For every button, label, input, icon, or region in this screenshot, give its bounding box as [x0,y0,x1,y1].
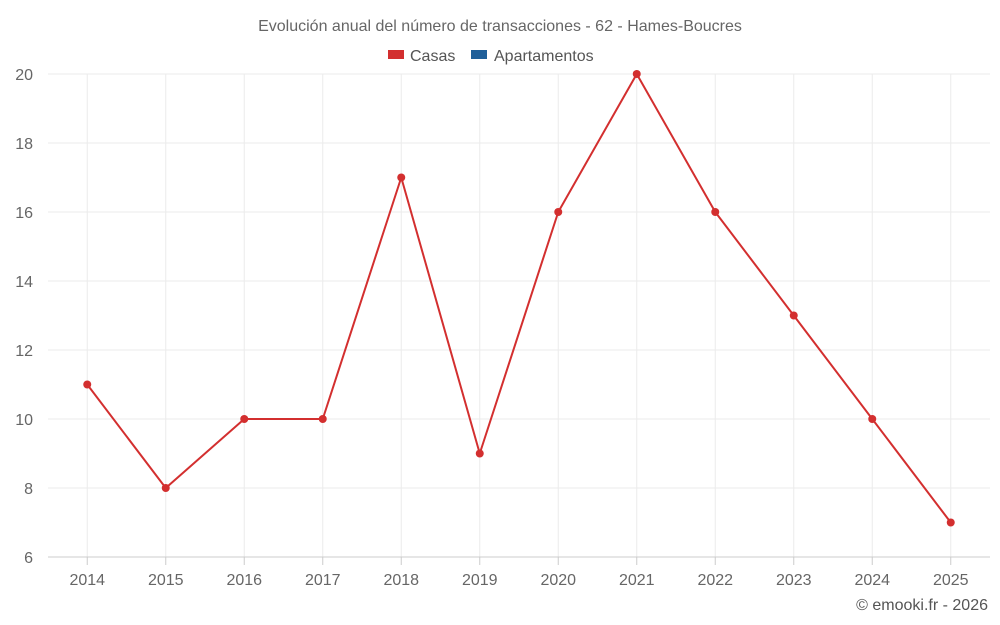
series-line-casas [86,73,952,524]
legend-swatch-casas [388,50,404,59]
data-point-casas-2015[interactable] [161,484,170,492]
y-tick-label: 6 [24,550,33,567]
y-tick-label: 8 [24,481,33,498]
series-layer [83,70,955,527]
y-axis: 6 8 10 12 14 16 18 20 [15,67,33,567]
legend[interactable]: Casas Apartamentos [388,48,594,65]
x-tick-label: 2025 [933,572,969,589]
x-tick-label: 2021 [619,572,655,589]
data-point-casas-2024[interactable] [868,415,877,423]
y-tick-label: 12 [15,343,33,360]
data-point-casas-2016[interactable] [240,415,249,423]
data-point-casas-2021[interactable] [632,70,641,78]
data-point-casas-2022[interactable] [711,208,720,216]
legend-swatch-apartamentos [471,50,487,59]
data-point-casas-2020[interactable] [554,208,563,216]
legend-label-casas: Casas [410,48,455,65]
x-tick-label: 2018 [383,572,419,589]
x-tick-label: 2015 [148,572,184,589]
y-tick-label: 14 [15,274,33,291]
x-tick-label: 2020 [540,572,576,589]
x-tick-label: 2016 [226,572,262,589]
x-axis: 2014 2015 2016 2017 2018 2019 2020 2021 2022 2023… [48,556,990,589]
y-tick-label: 20 [15,67,33,84]
data-point-casas-2017[interactable] [318,415,327,423]
data-point-casas-2018[interactable] [397,173,406,182]
data-point-casas-2019[interactable] [475,449,484,458]
x-tick-label: 2017 [305,572,341,589]
legend-item-casas[interactable]: Casas [388,48,455,65]
x-tick-label: 2014 [69,572,105,589]
x-tick-label: 2022 [697,572,733,589]
credit-text: © emooki.fr - 2026 [856,597,988,614]
y-tick-label: 16 [15,205,33,222]
x-tick-label: 2024 [854,572,890,589]
data-point-casas-2025[interactable] [946,518,955,527]
legend-label-apartamentos: Apartamentos [494,48,594,65]
data-point-casas-2014[interactable] [83,380,92,389]
y-tick-label: 10 [15,412,33,429]
x-tick-label: 2023 [776,572,812,589]
legend-item-apartamentos[interactable]: Apartamentos [471,48,594,65]
x-tick-label: 2019 [462,572,498,589]
chart-title: Evolución anual del número de transaccio… [258,18,742,35]
data-point-casas-2023[interactable] [789,311,798,320]
grid [48,73,990,558]
y-tick-label: 18 [15,136,33,153]
